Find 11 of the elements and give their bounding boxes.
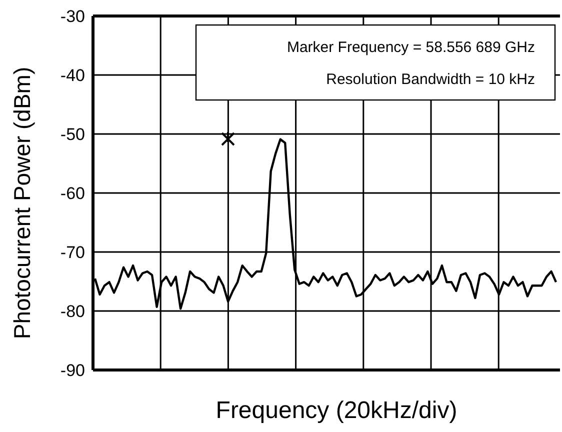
y-tick-label: -60: [60, 184, 85, 203]
y-tick-label: -80: [60, 302, 85, 321]
y-tick-label: -40: [60, 66, 85, 85]
annotation: Marker Frequency = 58.556 689 GHz: [286, 39, 535, 56]
y-axis-title: Photocurrent Power (dBm): [9, 66, 35, 340]
annotation: Resolution Bandwidth = 10 kHz: [326, 71, 535, 88]
y-tick-label: -30: [60, 6, 85, 26]
y-tick-label: -50: [60, 124, 85, 144]
x-axis-title: Frequency (20kHz/div): [216, 397, 458, 424]
y-tick-label: -90: [60, 360, 85, 380]
y-tick-label: -70: [60, 242, 85, 262]
